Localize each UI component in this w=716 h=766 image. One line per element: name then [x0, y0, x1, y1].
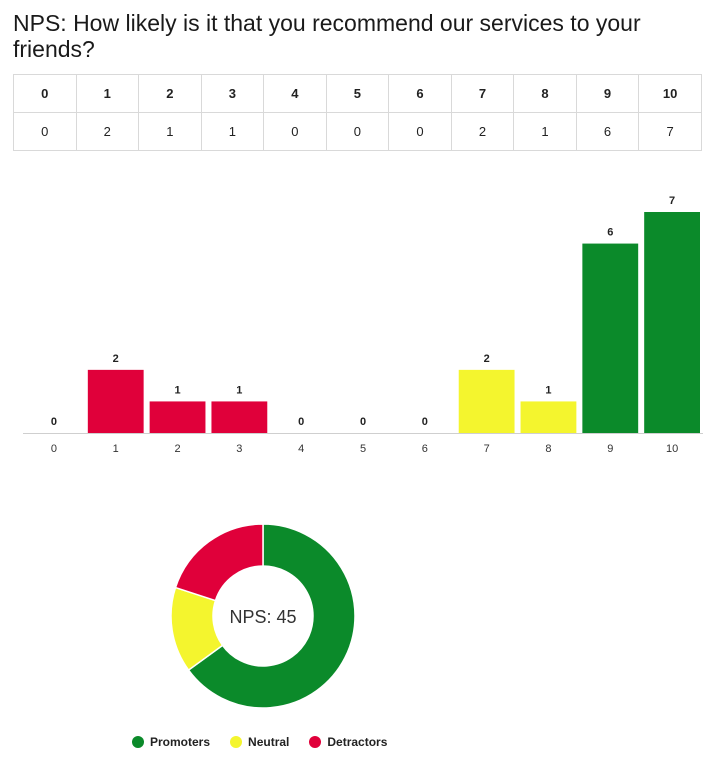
donut-slice [187, 523, 356, 709]
bar-value-label: 0 [422, 416, 428, 428]
bar-value-label: 7 [669, 195, 675, 207]
bar-value-label: 0 [51, 416, 57, 428]
score-header-row: 0 1 2 3 4 5 6 7 8 9 10 [13, 74, 702, 113]
x-tick-label: 1 [113, 443, 119, 455]
table-header-cell: 4 [263, 74, 327, 113]
legend-dot-icon [132, 736, 144, 748]
table-header-cell: 9 [575, 74, 640, 113]
table-header-cell: 5 [325, 74, 390, 113]
table-count-cell: 0 [325, 112, 390, 151]
x-tick-label: 5 [360, 443, 366, 455]
bar [582, 243, 639, 433]
bar-value-label: 1 [236, 384, 242, 396]
x-tick-label: 0 [51, 443, 57, 455]
x-tick-label: 7 [484, 443, 490, 455]
table-count-cell: 0 [263, 112, 327, 151]
table-count-cell: 7 [638, 112, 702, 151]
donut-legend: Promoters Neutral Detractors [132, 735, 387, 749]
bar [520, 401, 577, 433]
legend-dot-icon [309, 736, 322, 748]
bar [211, 401, 268, 433]
x-tick-label: 3 [236, 443, 242, 455]
table-count-cell: 1 [200, 112, 265, 151]
x-tick-label: 4 [298, 443, 304, 455]
page-title: NPS: How likely is it that you recommend… [13, 10, 641, 62]
table-count-cell: 1 [513, 112, 577, 151]
donut-slice [174, 523, 264, 602]
bar-chart: 0 0 2 1 1 2 1 3 0 4 0 5 0 6 2 7 1 8 6 9 7 10 [23, 195, 703, 455]
bar-value-label: 0 [360, 416, 366, 428]
x-tick-label: 6 [422, 443, 428, 455]
legend-label: Promoters [150, 735, 211, 749]
table-header-cell: 1 [75, 74, 140, 113]
bar [458, 369, 515, 433]
donut-chart: NPS: 45 [170, 523, 356, 709]
table-header-cell: 2 [138, 74, 202, 113]
table-header-cell: 6 [388, 74, 452, 113]
nps-center-label: NPS: 45 [229, 607, 296, 627]
bar [644, 212, 700, 433]
table-count-cell: 0 [13, 112, 77, 151]
bar-value-label: 2 [484, 353, 490, 365]
legend-item: Detractors [309, 735, 387, 749]
legend-label: Neutral [248, 735, 290, 749]
bar-value-label: 6 [607, 227, 613, 239]
table-header-cell: 10 [638, 74, 702, 113]
table-header-cell: 3 [200, 74, 265, 113]
legend-dot-icon [230, 736, 243, 748]
table-count-cell: 2 [450, 112, 515, 151]
bar-value-label: 1 [174, 384, 180, 396]
legend-item: Neutral [230, 735, 289, 749]
x-tick-label: 10 [666, 443, 678, 455]
bar [87, 369, 144, 433]
bar-value-label: 1 [545, 384, 551, 396]
legend-label: Detractors [327, 735, 388, 749]
table-count-cell: 2 [75, 112, 140, 151]
bar-value-label: 2 [113, 353, 119, 365]
legend-item: Promoters [132, 735, 210, 749]
table-count-cell: 0 [388, 112, 452, 151]
bar-value-label: 0 [298, 416, 304, 428]
table-header-cell: 0 [13, 74, 77, 113]
x-tick-label: 2 [174, 443, 180, 455]
bar [149, 401, 206, 433]
table-count-cell: 6 [575, 112, 640, 151]
x-tick-label: 9 [607, 443, 613, 455]
table-header-cell: 8 [513, 74, 577, 113]
table-header-cell: 7 [450, 74, 515, 113]
table-count-cell: 1 [138, 112, 202, 151]
x-tick-label: 8 [545, 443, 551, 455]
